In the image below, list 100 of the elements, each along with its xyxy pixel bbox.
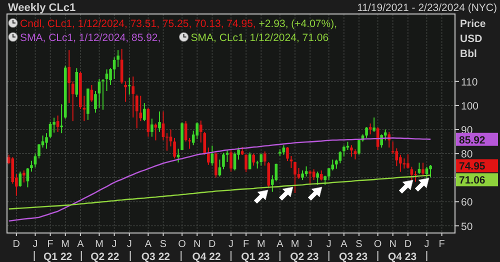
candlestick (358, 138, 360, 156)
candlestick (135, 94, 138, 129)
candlestick (207, 147, 210, 166)
candlestick (316, 171, 319, 186)
candlestick (214, 152, 218, 178)
candlestick (120, 48, 124, 84)
x-tick-label: A (144, 239, 152, 250)
candlestick (402, 158, 406, 170)
text: 71.06 (459, 174, 486, 187)
x-tick-label: O (178, 239, 186, 250)
x-tick-label: A (276, 239, 284, 250)
x-tick-label: S (356, 239, 363, 250)
candlestick (429, 164, 432, 178)
candlestick (112, 56, 116, 80)
text: SMA, CLc1, 1/12/2024, 85.92, (20, 32, 161, 44)
candlestick (105, 68, 108, 92)
candlestick (56, 115, 60, 132)
candlestick (45, 132, 48, 150)
candlestick (75, 68, 78, 98)
candlestick (252, 153, 255, 166)
candlestick (154, 123, 158, 141)
x-tick-label: J (112, 239, 117, 250)
x-tick-label: J (424, 239, 430, 250)
x-tick-label: M (290, 239, 300, 250)
y-tick-label: 50 (461, 220, 473, 233)
y-axis-title: Price USD Bbl (460, 18, 486, 60)
candlestick (222, 152, 225, 170)
candlestick (102, 78, 104, 110)
text: Q3 23 (339, 251, 368, 262)
candlestick (365, 126, 368, 138)
candlestick (372, 116, 376, 132)
candlestick (11, 156, 14, 184)
candlestick (68, 50, 71, 104)
candlestick (128, 77, 131, 96)
candlestick (422, 162, 424, 176)
x-tick-label: F (438, 239, 445, 250)
text: 85.92 (459, 134, 486, 146)
candlestick (304, 166, 308, 177)
candlestick (71, 80, 74, 122)
candlestick (354, 148, 357, 160)
candlestick (132, 76, 135, 118)
x-tick-label: N (194, 239, 201, 250)
x-tick-label: D (12, 239, 20, 250)
x-tick-label: F (243, 239, 250, 250)
candlestick (38, 143, 40, 159)
candlestick (230, 149, 232, 172)
candlestick (244, 154, 248, 173)
y-tick-label: 60 (461, 196, 473, 209)
text: 74.95 (459, 160, 486, 173)
text: Q4 22 (192, 251, 221, 262)
chart-title: Weekly CLc1 (8, 2, 76, 14)
text: Q1 22 (44, 251, 72, 262)
candlestick (368, 123, 372, 135)
x-tick-label: F (47, 239, 54, 250)
candlestick (338, 150, 342, 164)
candlestick (342, 144, 346, 157)
candlestick (26, 168, 30, 188)
text: Q1 23 (241, 251, 270, 262)
candlestick (60, 104, 63, 134)
candlestick (143, 102, 146, 122)
candlestick (350, 144, 353, 158)
y-tick-label: 110 (461, 76, 478, 88)
candlestick (301, 170, 304, 181)
candlestick (399, 154, 402, 172)
text: Q2 22 (90, 251, 120, 262)
x-tick-label: S (160, 239, 167, 250)
x-tick-label: M (256, 239, 266, 250)
chart-subtitle: 11/19/2021 - 2/23/2024 (NYC) (357, 2, 497, 14)
candlestick (34, 153, 37, 168)
x-tick-label: J (126, 239, 132, 250)
x-tick-label: M (61, 239, 70, 250)
text: Q3 22 (141, 251, 170, 262)
text: SMA, CLc1, 1/12/2024, 71.06 (190, 32, 329, 44)
annotation: +2.93, (+4.07%), (256, 18, 337, 30)
candlestick (384, 129, 387, 141)
candlestick (124, 80, 127, 102)
x-tick-label: J (228, 239, 234, 250)
candlestick (380, 134, 383, 148)
candlestick (260, 153, 263, 166)
text: Cndl, CLc1, 1/12/2024, 73.51, 75.25, 70.13, 74.95, (20, 18, 256, 30)
x-tick-label: O (374, 239, 382, 250)
candlestick (158, 110, 161, 132)
y-tick-label: 80 (461, 148, 473, 161)
y-tick-label: 100 (461, 100, 479, 112)
x-tick-label: J (326, 239, 332, 250)
x-tick-label: D (208, 239, 216, 250)
x-tick-label: D (404, 239, 412, 250)
x-tick-label: M (95, 239, 104, 250)
candlestick (418, 162, 421, 175)
candlestick (282, 144, 286, 156)
x-tick-label: A (340, 239, 348, 250)
candlestick (146, 107, 150, 138)
candlestick (294, 162, 296, 194)
candlestick (320, 170, 323, 182)
candlestick (150, 118, 154, 138)
x-tick-label: J (32, 239, 38, 250)
text: Q4 23 (388, 251, 417, 262)
candlestick (22, 170, 26, 183)
candlestick (308, 170, 312, 186)
candlestick (414, 170, 417, 182)
